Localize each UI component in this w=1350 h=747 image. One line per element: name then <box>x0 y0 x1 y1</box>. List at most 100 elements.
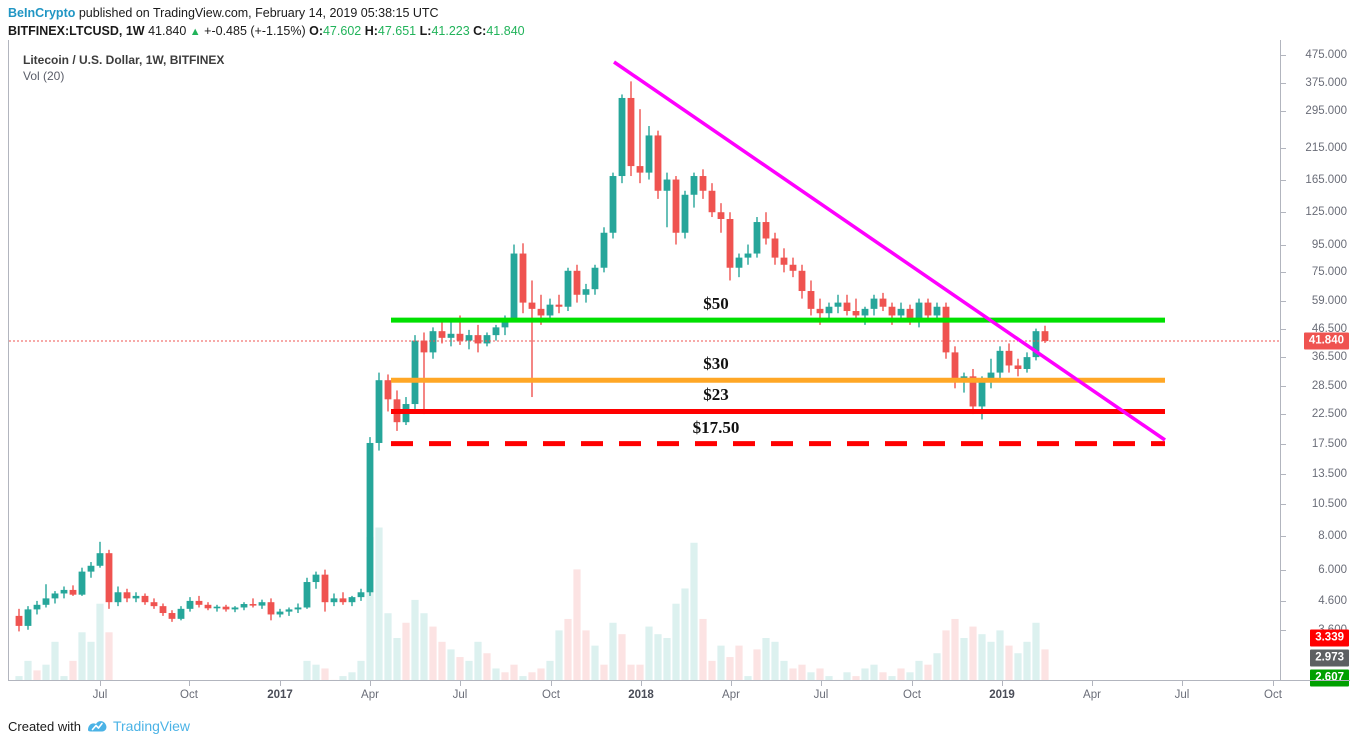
time-axis-tick <box>1273 681 1274 686</box>
price-axis-tick <box>1281 111 1286 113</box>
time-axis-label: Jul <box>813 689 829 701</box>
price-axis-label: 28.500 <box>1311 380 1347 393</box>
time-axis-tick <box>731 681 732 686</box>
time-axis-label: 2019 <box>989 689 1015 701</box>
price-axis-label: 22.500 <box>1311 408 1347 421</box>
price-axis-tick <box>1281 535 1286 537</box>
time-axis-label: Oct <box>1264 689 1282 701</box>
current-price-tag[interactable]: 41.840 <box>1303 332 1349 350</box>
price-axis-label: 95.000 <box>1311 238 1347 251</box>
symbol-label: BITFINEX:LTCUSD, 1W <box>8 24 145 38</box>
price-axis-tick <box>1281 272 1286 274</box>
price-axis-label: 4.600 <box>1318 594 1347 607</box>
last-price: 41.840 <box>148 24 187 38</box>
time-axis-tick <box>280 681 281 686</box>
price-axis-label: 6.000 <box>1318 563 1347 576</box>
price-axis-tick <box>1281 629 1286 631</box>
time-axis-label: Jul <box>452 689 468 701</box>
price-axis-label: 8.000 <box>1318 529 1347 542</box>
price-axis-label: 46.500 <box>1311 322 1347 335</box>
symbol-quote-line: BITFINEX:LTCUSD, 1W 41.840 ▲ +-0.485 (+-… <box>8 23 525 40</box>
time-axis-tick <box>460 681 461 686</box>
volume-ma-tag[interactable]: 2.973 <box>1310 649 1349 667</box>
legend-title: Litecoin / U.S. Dollar, 1W, BITFINEX <box>23 53 225 67</box>
created-with-label: Created with <box>8 718 81 734</box>
price-level-label: $23 <box>703 385 729 405</box>
time-axis-label: Apr <box>722 689 740 701</box>
time-axis-tick <box>1002 681 1003 686</box>
price-axis-tick <box>1281 357 1286 359</box>
publisher-line: BeInCrypto published on TradingView.com,… <box>8 5 439 21</box>
time-axis-label: Apr <box>1083 689 1101 701</box>
price-axis-tick <box>1281 148 1286 150</box>
publisher-name: BeInCrypto <box>8 6 76 20</box>
volume-high-tag[interactable]: 3.339 <box>1310 629 1349 647</box>
price-axis-tick <box>1281 386 1286 388</box>
time-axis-tick <box>1182 681 1183 686</box>
open-value: 47.602 <box>322 24 362 38</box>
price-axis-tick <box>1281 328 1286 330</box>
time-axis-label: Apr <box>361 689 379 701</box>
price-axis[interactable]: 475.000 375.000 295.000 215.000 165.000 125.0… <box>1280 40 1350 687</box>
price-axis-label: 295.000 <box>1305 105 1347 118</box>
published-text: published on TradingView.com, February 1… <box>78 6 439 20</box>
tradingview-logo-icon <box>86 719 108 734</box>
price-axis-label: 75.000 <box>1311 266 1347 279</box>
low-value: 41.223 <box>431 24 470 38</box>
low-label: L: <box>419 24 432 38</box>
price-level-label: $50 <box>703 294 729 314</box>
drawings-layer[interactable] <box>9 40 1281 680</box>
time-axis[interactable]: Jul Oct 2017 Apr Jul Oct 2018 Apr Jul Oct 2019 Apr J… <box>8 680 1350 707</box>
price-axis-label: 475.000 <box>1305 49 1347 62</box>
price-axis-label: 36.500 <box>1311 351 1347 364</box>
price-axis-tick <box>1281 244 1286 246</box>
price-axis-label: 59.000 <box>1311 294 1347 307</box>
time-axis-tick <box>1092 681 1093 686</box>
price-axis-tick <box>1281 414 1286 416</box>
price-axis-tick <box>1281 600 1286 602</box>
price-axis-tick <box>1281 55 1286 57</box>
up-arrow-icon: ▲ <box>189 26 201 38</box>
time-axis-label: Oct <box>542 689 560 701</box>
time-axis-label: Jul <box>1174 689 1190 701</box>
time-axis-tick <box>189 681 190 686</box>
price-axis-label: 165.000 <box>1305 173 1347 186</box>
price-axis-label: 215.000 <box>1305 142 1347 155</box>
price-axis-label: 17.500 <box>1311 437 1347 450</box>
footer: Created with TradingView <box>8 718 190 734</box>
price-axis-tick <box>1281 474 1286 476</box>
time-axis-tick <box>100 681 101 686</box>
price-level-labels: $50 $30 $23 $17.50 <box>9 40 1281 680</box>
price-axis-tick <box>1281 179 1286 181</box>
price-axis-label: 13.500 <box>1311 468 1347 481</box>
price-axis-label: 125.000 <box>1305 206 1347 219</box>
open-label: O: <box>309 24 323 38</box>
time-axis-tick <box>912 681 913 686</box>
price-axis-tick <box>1281 443 1286 445</box>
price-axis-tick <box>1281 569 1286 571</box>
time-axis-label: Oct <box>903 689 921 701</box>
price-axis-tick <box>1281 82 1286 84</box>
close-value: 41.840 <box>486 24 525 38</box>
chart-legend: Litecoin / U.S. Dollar, 1W, BITFINEX Vol… <box>23 52 224 84</box>
high-label: H: <box>364 24 378 38</box>
price-axis-label: 10.500 <box>1311 497 1347 510</box>
chart-plot-area[interactable]: $50 $30 $23 $17.50 Litecoin / U.S. Dollar, … <box>8 40 1281 680</box>
price-level-label: $17.50 <box>692 417 740 437</box>
time-axis-tick <box>641 681 642 686</box>
time-axis-label: Jul <box>92 689 108 701</box>
time-axis-tick <box>551 681 552 686</box>
time-axis-tick <box>821 681 822 686</box>
time-axis-label: Oct <box>180 689 198 701</box>
volume-series <box>15 527 1049 680</box>
tradingview-brand: TradingView <box>112 718 191 734</box>
change-value: +-0.485 (+-1.15%) <box>204 24 306 38</box>
price-axis-label: 375.000 <box>1305 76 1347 89</box>
price-axis-tick <box>1281 212 1286 214</box>
legend-volume: Vol (20) <box>23 69 65 83</box>
price-level-label: $30 <box>703 354 729 374</box>
time-axis-label: 2018 <box>628 689 654 701</box>
time-axis-label: 2017 <box>267 689 293 701</box>
time-axis-tick <box>370 681 371 686</box>
